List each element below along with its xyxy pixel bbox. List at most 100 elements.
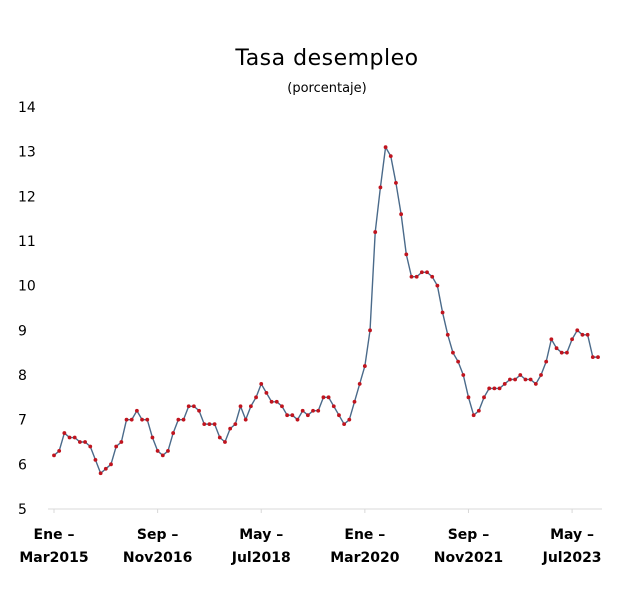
- data-point: [166, 449, 170, 453]
- data-point: [228, 426, 233, 431]
- data-point: [347, 417, 352, 422]
- data-point: [295, 417, 300, 422]
- data-point: [342, 422, 347, 427]
- data-point: [539, 373, 543, 377]
- data-point: [119, 440, 124, 444]
- x-tick-label-line1: May –: [550, 527, 594, 543]
- data-point: [430, 274, 435, 279]
- data-point: [223, 440, 227, 444]
- x-tick-label-line1: Ene –: [344, 527, 385, 543]
- data-point: [518, 373, 523, 377]
- data-point: [476, 408, 481, 413]
- data-point: [140, 417, 144, 422]
- data-point: [440, 310, 445, 315]
- data-point: [487, 386, 492, 391]
- data-point: [269, 399, 274, 404]
- data-point: [533, 382, 538, 386]
- data-point: [482, 395, 486, 400]
- data-point: [316, 408, 321, 413]
- data-point: [554, 346, 559, 351]
- data-point: [425, 270, 429, 275]
- data-point: [98, 471, 103, 476]
- data-point: [78, 440, 82, 444]
- data-point: [337, 413, 341, 418]
- data-point: [461, 373, 466, 377]
- data-point: [388, 154, 393, 159]
- data-point: [580, 332, 585, 337]
- data-point: [544, 359, 549, 364]
- y-tick-label: 8: [18, 368, 27, 384]
- x-tick-label-line2: Mar2020: [330, 550, 400, 566]
- data-point: [280, 404, 284, 409]
- data-point: [62, 431, 67, 435]
- data-point: [202, 422, 207, 427]
- data-point: [513, 377, 518, 382]
- data-point: [466, 395, 471, 400]
- data-point: [67, 435, 72, 440]
- data-point: [274, 399, 279, 404]
- data-point: [451, 350, 455, 355]
- data-point: [523, 377, 528, 382]
- x-tick-label-line1: Sep –: [448, 527, 489, 543]
- data-point: [150, 435, 155, 440]
- data-point: [72, 435, 77, 440]
- data-point: [311, 408, 315, 413]
- data-point: [331, 404, 336, 409]
- chart-subtitle: (porcentaje): [287, 81, 367, 96]
- data-point: [570, 337, 574, 342]
- data-point: [419, 270, 424, 275]
- x-tick-label-line2: Mar2015: [19, 550, 88, 566]
- data-point: [217, 435, 222, 440]
- data-point: [497, 386, 502, 391]
- data-point: [394, 181, 398, 185]
- data-point: [248, 404, 253, 409]
- data-point: [585, 332, 590, 337]
- data-point: [399, 212, 404, 217]
- data-point: [549, 337, 554, 342]
- data-point: [233, 422, 238, 427]
- data-point: [52, 453, 56, 458]
- data-point: [445, 332, 450, 337]
- data-point: [362, 364, 367, 368]
- data-point: [404, 252, 409, 257]
- data-point: [124, 417, 129, 422]
- y-tick-labels: 5 6 7 8 9 10 11 12 13 14: [18, 100, 36, 518]
- data-point: [212, 422, 217, 427]
- data-point: [88, 444, 93, 449]
- data-point: [559, 350, 564, 355]
- data-point: [414, 274, 419, 279]
- data-point: [238, 404, 243, 409]
- data-point: [129, 417, 134, 422]
- data-point: [191, 404, 196, 409]
- x-tick-label-line2: Jul2018: [231, 550, 291, 566]
- data-point: [186, 404, 191, 409]
- chart-title: Tasa desempleo: [235, 46, 419, 71]
- data-point: [134, 408, 139, 413]
- data-point: [259, 382, 264, 386]
- data-point: [171, 431, 176, 435]
- data-point: [176, 417, 181, 422]
- x-tick-labels: Ene – Mar2015 Sep – Nov2016 May – Jul2018 Ene …: [19, 509, 602, 566]
- data-point: [357, 382, 362, 386]
- data-point: [181, 417, 186, 422]
- y-tick-label: 6: [18, 457, 27, 473]
- data-point: [145, 417, 150, 422]
- data-point: [300, 408, 305, 413]
- y-tick-label: 7: [18, 413, 27, 429]
- data-point: [456, 359, 461, 364]
- y-tick-label: 5: [18, 502, 27, 518]
- x-tick-label-line2: Jul2023: [542, 550, 602, 566]
- y-tick-label: 9: [18, 323, 27, 339]
- y-tick-label: 12: [18, 189, 36, 205]
- data-point: [502, 382, 507, 386]
- y-tick-label: 14: [18, 100, 36, 116]
- x-tick-label-line2: Nov2016: [123, 550, 192, 566]
- data-point: [409, 274, 414, 279]
- data-point: [155, 449, 160, 453]
- data-point: [471, 413, 476, 418]
- data-point: [590, 355, 595, 360]
- series-line: [53, 146, 598, 474]
- data-point: [565, 350, 569, 355]
